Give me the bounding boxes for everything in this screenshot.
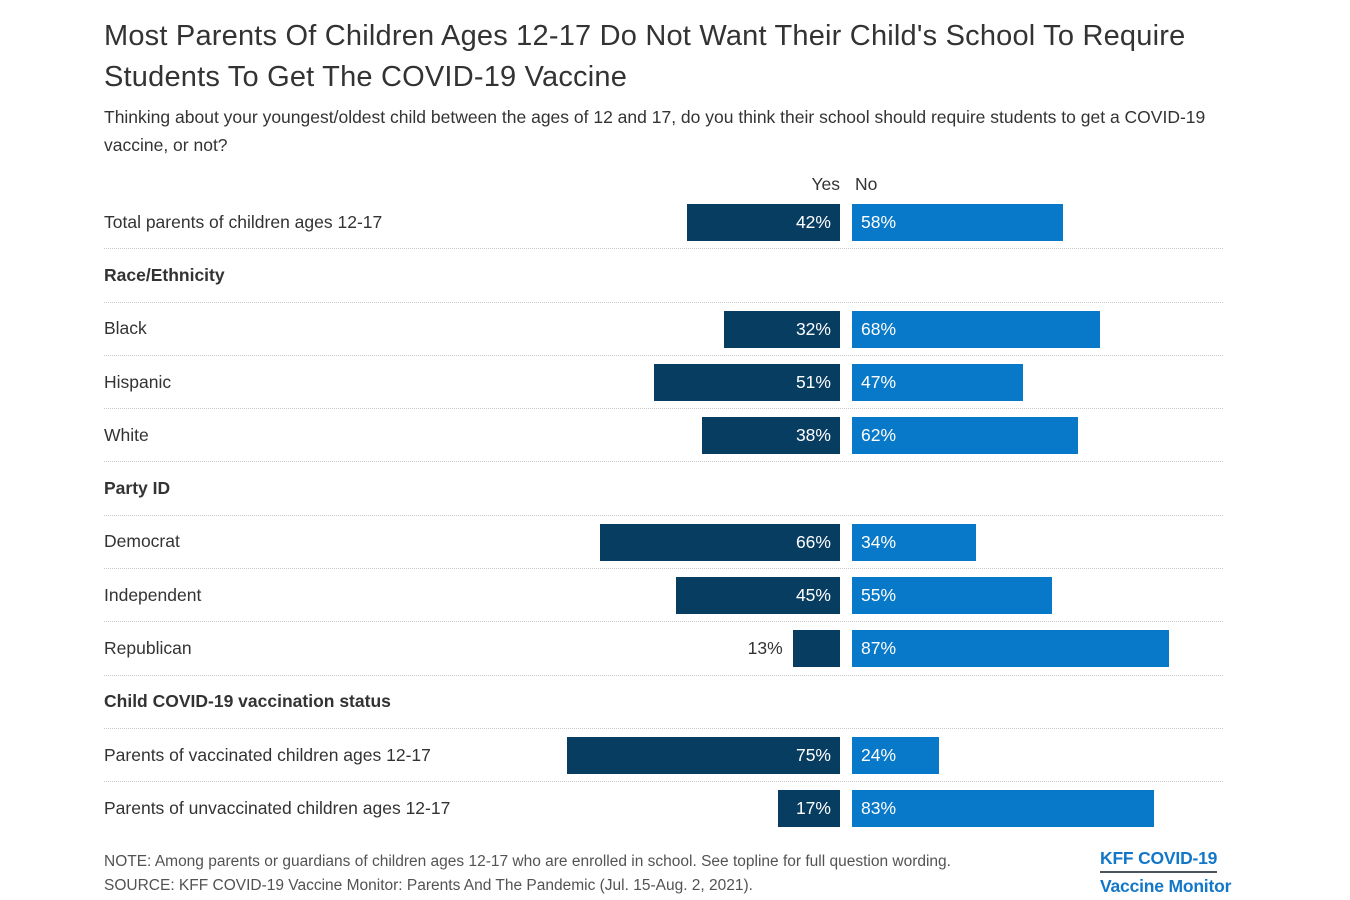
kff-logo-line1: KFF COVID-19	[1100, 848, 1217, 873]
category-label: Democrat	[104, 531, 180, 552]
section-row: Child COVID-19 vaccination status	[104, 676, 1223, 729]
yes-bar: 17%	[778, 790, 840, 828]
kff-logo: KFF COVID-19 Vaccine Monitor	[1100, 848, 1231, 896]
kff-logo-line2: Vaccine Monitor	[1100, 876, 1232, 896]
data-row: Parents of unvaccinated children ages 12…	[104, 782, 1223, 835]
data-row: Total parents of children ages 12-17 42% 5…	[104, 196, 1223, 250]
note-text: NOTE: Among parents or guardians of chil…	[104, 853, 951, 870]
category-label: Total parents of children ages 12-17	[104, 211, 383, 232]
data-row: Independent 45% 55%	[104, 569, 1223, 623]
no-bar: 87%	[852, 630, 1169, 668]
category-label: Independent	[104, 584, 202, 605]
data-row: Parents of vaccinated children ages 12-1…	[104, 729, 1223, 783]
no-bar: 83%	[852, 790, 1155, 828]
no-bar: 47%	[852, 363, 1024, 401]
yes-bar: 51%	[654, 363, 840, 401]
data-row: Republican 13% 87%	[104, 622, 1223, 676]
data-row: White 38% 62%	[104, 409, 1223, 463]
category-label: Black	[104, 318, 147, 339]
yes-bar: 66%	[599, 523, 840, 561]
yes-value-label: 13%	[747, 638, 783, 659]
section-row: Race/Ethnicity	[104, 249, 1223, 303]
yes-bar: 45%	[676, 577, 840, 615]
section-label: Child COVID-19 vaccination status	[104, 691, 391, 712]
footnote-block: NOTE: Among parents or guardians of chil…	[104, 850, 1104, 898]
series-header: Yes No	[104, 174, 1223, 196]
no-bar: 68%	[852, 310, 1100, 348]
chart-title: Most Parents Of Children Ages 12-17 Do N…	[104, 20, 1186, 93]
no-bar: 58%	[852, 204, 1064, 241]
series-label-no: No	[855, 174, 878, 194]
category-label: Republican	[104, 638, 192, 659]
no-bar: 24%	[852, 736, 940, 774]
series-label-yes: Yes	[811, 174, 840, 194]
category-label: Hispanic	[104, 371, 172, 392]
no-bar: 55%	[852, 577, 1053, 615]
data-row: Hispanic 51% 47%	[104, 356, 1223, 410]
section-row: Party ID	[104, 462, 1223, 516]
yes-bar	[792, 630, 840, 668]
yes-bar: 38%	[701, 417, 840, 455]
section-label: Race/Ethnicity	[104, 264, 225, 285]
data-row: Democrat 66% 34%	[104, 516, 1223, 570]
section-label: Party ID	[104, 478, 171, 499]
category-label: Parents of vaccinated children ages 12-1…	[104, 744, 431, 765]
data-row: Black 32% 68%	[104, 303, 1223, 356]
source-text: SOURCE: KFF COVID-19 Vaccine Monitor: Pa…	[104, 877, 753, 894]
yes-bar: 42%	[687, 204, 840, 241]
category-label: White	[104, 424, 149, 445]
chart-rows: Total parents of children ages 12-17 42% 5…	[104, 196, 1223, 836]
no-bar: 34%	[852, 523, 976, 561]
yes-bar: 32%	[723, 310, 840, 348]
chart-subtitle: Thinking about your youngest/oldest chil…	[104, 107, 1206, 155]
category-label: Parents of unvaccinated children ages 12…	[104, 798, 451, 819]
no-bar: 62%	[852, 417, 1078, 455]
yes-bar: 75%	[567, 736, 840, 774]
